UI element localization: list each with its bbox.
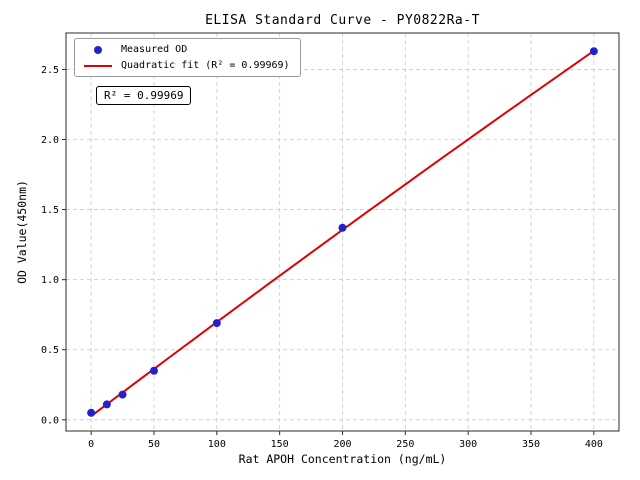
chart-title: ELISA Standard Curve - PY0822Ra-T [205,13,480,28]
y-tick-label: 1.5 [41,205,59,216]
y-axis-label: OD Value(450nm) [15,180,29,284]
x-tick-label: 250 [396,439,414,450]
fit-line-icon [84,64,112,67]
legend-label-fit: Quadratic fit (R² = 0.99969) [121,60,290,71]
data-point [87,408,96,417]
x-tick-label: 50 [148,439,160,450]
x-tick-label: 0 [88,439,94,450]
data-point [338,223,347,232]
y-tick-label: 2.0 [41,135,59,146]
x-axis-label: Rat APOH Concentration (ng/mL) [238,452,447,466]
x-tick-label: 150 [271,439,289,450]
data-point [118,390,127,399]
legend: Measured OD Quadratic fit (R² = 0.99969) [74,38,301,77]
data-point [102,400,111,409]
x-tick-label: 100 [208,439,226,450]
x-tick-label: 200 [333,439,351,450]
y-tick-label: 0.0 [41,415,59,426]
legend-label-measured: Measured OD [121,44,188,55]
x-tick-label: 300 [459,439,477,450]
y-tick-label: 0.5 [41,345,59,356]
y-tick-label: 1.0 [41,275,59,286]
data-point [589,47,598,56]
data-point [149,366,158,375]
legend-item-measured: Measured OD [84,44,290,55]
legend-item-fit: Quadratic fit (R² = 0.99969) [84,60,290,71]
x-tick-label: 400 [585,439,603,450]
measured-point-icon [94,45,102,54]
y-tick-label: 2.5 [41,65,59,76]
x-tick-label: 350 [522,439,540,450]
r-squared-annotation: R² = 0.99969 [96,86,192,105]
data-point [212,319,221,328]
